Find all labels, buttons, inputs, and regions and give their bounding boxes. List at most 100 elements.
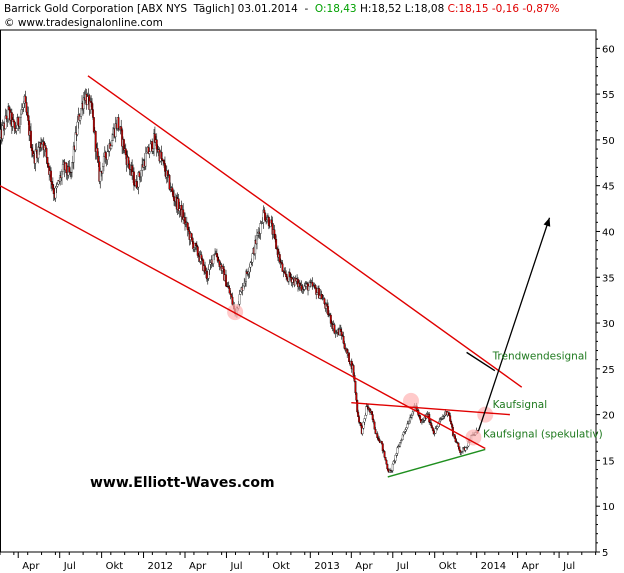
candle-body	[402, 432, 405, 436]
candle-body	[283, 270, 286, 273]
signal-highlight	[477, 406, 494, 423]
candle-body	[201, 258, 204, 260]
candle-body	[403, 431, 406, 433]
candle-body	[327, 306, 330, 315]
candle-body	[410, 414, 413, 418]
candle-body	[374, 429, 377, 434]
candle-body	[447, 411, 450, 414]
signal-highlight	[403, 392, 420, 409]
candle-body	[408, 420, 411, 424]
candle-body	[61, 171, 63, 178]
trendline-upper-channel	[87, 75, 523, 388]
candle-body	[106, 151, 109, 160]
candle-body	[55, 186, 58, 189]
candle-body	[26, 111, 29, 116]
trendline-short-segment	[466, 351, 496, 372]
candle-body	[466, 445, 469, 448]
candle-body	[288, 272, 291, 278]
candle-body	[25, 102, 28, 113]
header-high: H:18,52	[359, 3, 402, 15]
candle-body	[44, 145, 47, 149]
candle-body	[173, 196, 176, 201]
candle-body	[320, 294, 323, 299]
candle-body	[384, 457, 387, 461]
candle-body	[149, 143, 152, 152]
x-tick-label: 2012	[148, 561, 173, 572]
candle-body	[449, 415, 452, 422]
annotation-label: Trendwendesignal	[492, 351, 588, 363]
candle-body	[401, 434, 404, 440]
candle-body	[5, 115, 8, 120]
candle-body	[110, 145, 113, 149]
candle-body	[168, 175, 171, 190]
candle-body	[231, 296, 234, 305]
candle-body	[361, 427, 364, 434]
candle-body	[307, 286, 310, 291]
candle-body	[127, 157, 130, 165]
candle-body	[56, 184, 59, 187]
candle-body	[102, 166, 104, 174]
candle-body	[370, 411, 373, 415]
candle-body	[46, 156, 49, 164]
candle-body	[51, 184, 54, 189]
candle-body	[371, 414, 374, 420]
candle-body	[437, 423, 440, 427]
candle-body	[376, 433, 379, 439]
x-tick-label: 2013	[314, 561, 339, 572]
candle-body	[453, 434, 456, 439]
candle-body	[133, 171, 135, 186]
candle-body	[30, 147, 33, 152]
candle-body	[160, 151, 163, 159]
candle-body	[259, 223, 262, 234]
candle-body	[372, 419, 375, 423]
candle-body	[79, 116, 82, 121]
candle-body	[450, 421, 453, 425]
candle-body	[267, 217, 270, 226]
candle-body	[256, 235, 258, 244]
candle-body	[20, 109, 23, 115]
candle-body	[35, 149, 38, 152]
candle-body	[194, 243, 197, 247]
candle-body	[91, 102, 93, 110]
x-tick-label: Okt	[439, 561, 457, 572]
x-tick-label: Okt	[272, 561, 290, 572]
candle-body	[285, 273, 288, 278]
candle-body	[212, 254, 215, 264]
candle-body	[86, 96, 89, 105]
candle-body	[20, 113, 22, 118]
candle-body	[457, 442, 460, 447]
candle-body	[396, 447, 399, 454]
header-open: O:18,43	[314, 3, 357, 15]
candle-body	[247, 271, 250, 274]
candle-body	[464, 447, 467, 451]
candle-body	[383, 451, 386, 458]
header-change: -0,16	[491, 3, 520, 15]
x-tick-label: Jul	[63, 561, 76, 572]
candle-body	[275, 239, 278, 249]
candle-body	[135, 181, 138, 188]
candle-body	[420, 421, 423, 423]
candle-body	[286, 276, 289, 279]
candle-body	[406, 423, 409, 428]
candle-body	[99, 171, 102, 182]
candle-body	[178, 208, 181, 211]
candle-body	[148, 151, 151, 154]
candle-body	[228, 288, 231, 294]
y-tick-label: 35	[602, 273, 615, 284]
candle-body	[395, 453, 398, 456]
candle-body	[197, 255, 200, 257]
y-tick-label: 55	[602, 90, 615, 101]
candle-body	[458, 446, 461, 451]
candle-body	[205, 271, 208, 280]
candle-body	[96, 148, 99, 157]
candle-body	[186, 222, 189, 231]
candle-body	[239, 291, 242, 295]
trendline-horizontal-resistance	[351, 402, 510, 416]
candle-body	[436, 426, 439, 429]
candle-body	[22, 103, 25, 108]
candle-body	[34, 149, 37, 164]
candle-body	[144, 152, 147, 167]
candle-body	[251, 253, 254, 263]
candle-body	[451, 423, 453, 428]
y-tick-label: 60	[602, 44, 615, 55]
